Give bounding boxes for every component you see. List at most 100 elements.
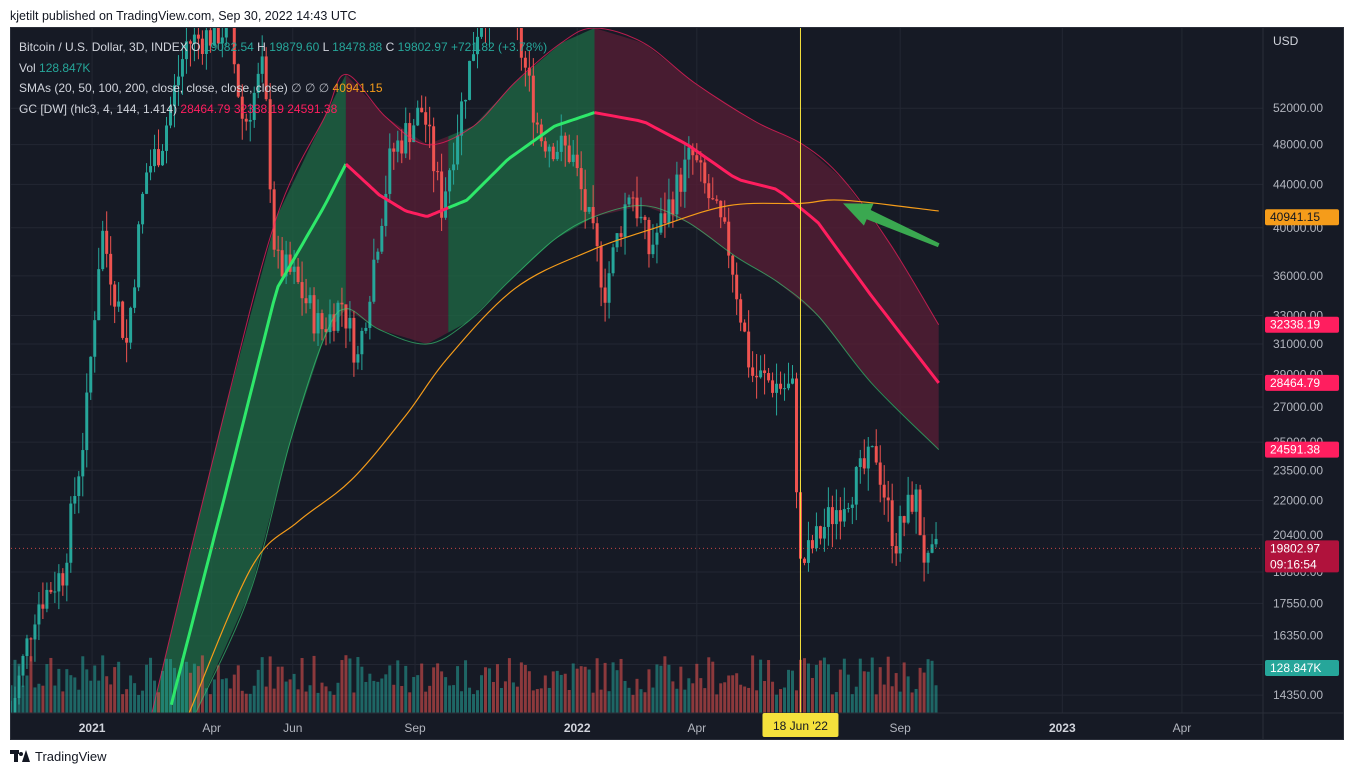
volume-bar [918,667,922,713]
candle-body [97,269,101,321]
candle-body [818,526,822,539]
candle-body [814,526,818,549]
volume-bar [930,660,934,713]
volume-bar [591,692,595,713]
volume-label-box [1265,660,1339,676]
candle-body [212,28,216,46]
candle-body [480,28,483,37]
volume-bar [503,681,507,713]
volume-bar [878,667,882,713]
candle-body [113,284,117,307]
candle-body [165,125,168,151]
candle-body [767,373,771,381]
candle-body [53,591,57,593]
chart-area[interactable]: USD14350.0015350.0016350.0017550.0018800… [10,27,1344,740]
candle-body [631,197,635,199]
volume-bar [141,690,145,713]
volume-bar [719,683,723,713]
candle-body [794,378,798,493]
volume-label[interactable]: Vol [19,60,36,75]
annotation-arrow [843,203,940,248]
volume-bar [436,663,440,713]
candle-body [384,193,388,226]
candle-body [739,299,743,323]
candle-body [659,213,663,233]
volume-bar [583,666,587,713]
volume-bar [731,675,735,713]
volume-bar [531,690,535,713]
price-tick-label: 17550.00 [1273,596,1323,610]
candle-body [324,329,328,333]
candle-body [101,230,105,270]
candle-body [822,526,826,539]
volume-bar [352,692,356,713]
candle-body [276,249,280,251]
candle-body [300,282,304,299]
candle-body [264,56,268,100]
volume-bar [814,664,818,713]
candle-body [396,140,400,152]
price-tick-label: 14350.00 [1273,688,1323,702]
volume-bar [667,664,671,713]
candle-body [779,383,783,389]
candle-body [372,259,376,302]
volume-bar [727,675,731,713]
volume-bar [830,694,834,713]
sma-label[interactable]: SMAs (20, 50, 100, 200, close, close, cl… [19,81,288,95]
gc-label[interactable]: GC [DW] (hlc3, 4, 144, 1.414) [19,101,178,116]
candle-body [886,497,890,501]
candle-body [583,189,587,212]
candle-body [248,119,252,122]
candle-body [376,251,380,260]
volume-bar [380,678,384,713]
candle-body [468,60,472,100]
candle-body [898,516,902,554]
volume-bar [33,687,37,713]
time-tick-label: Sep [404,721,426,735]
volume-bar [783,687,787,713]
candle-body [727,221,731,256]
sma-empty-values: ∅ ∅ ∅ [291,81,330,95]
candle-body [352,317,356,363]
candle-body [168,106,172,126]
candle-body [806,540,810,563]
candle-body [531,75,535,123]
candle-body [260,56,264,74]
candle-body [21,655,25,676]
volume-bar [723,682,727,713]
candle-body [436,171,440,173]
volume-bar [579,666,583,713]
volume-bar [65,669,69,713]
high-label: H [257,40,266,54]
volume-bar [336,682,340,713]
symbol-name[interactable]: Bitcoin / U.S. Dollar, 3D, INDEX [19,40,188,54]
candle-body [356,354,360,363]
volume-bar [29,656,33,713]
time-tick-label: Apr [1173,721,1192,735]
candle-body [105,230,109,254]
candle-body [400,140,404,154]
candle-body [751,367,755,376]
date-marker-tag [762,713,839,737]
candle-body [180,59,184,77]
candle-body [244,118,248,122]
volume-bar [97,680,101,713]
volume-bar [511,682,515,713]
open-label: O [191,40,201,54]
volume-bar [655,664,659,713]
volume-bar [615,670,619,713]
volume-bar [69,675,73,713]
price-label-text: 32338.19 [1270,318,1320,332]
candle-body [874,446,878,463]
volume-bar [388,665,392,713]
candle-body [240,96,244,119]
volume-bar [113,667,117,713]
candle-body [464,99,468,102]
volume-value: 128.847K [39,60,91,75]
volume-bar [304,691,308,713]
volume-bar [137,694,141,713]
price-chart[interactable]: USD14350.0015350.0016350.0017550.0018800… [11,28,1344,740]
volume-bar [711,661,715,713]
candle-body [934,538,938,545]
candle-body [623,204,627,237]
